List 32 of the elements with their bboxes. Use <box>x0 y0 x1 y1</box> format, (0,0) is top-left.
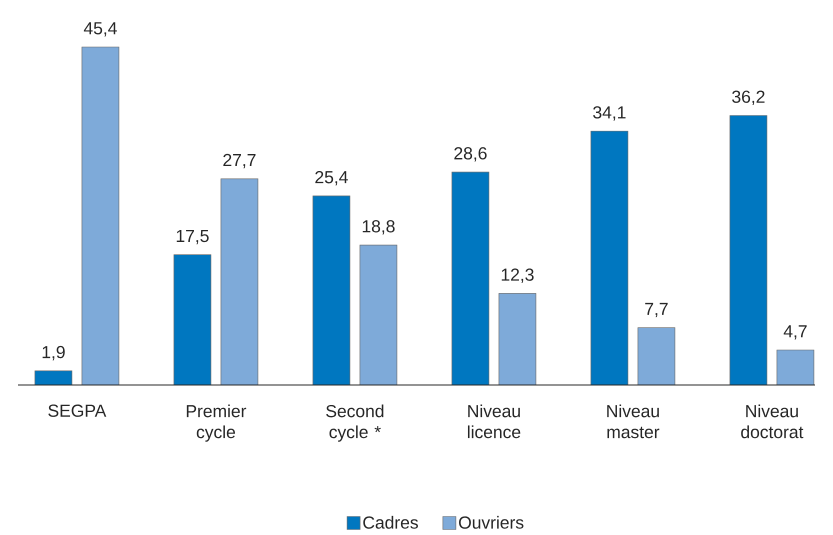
data-label: 1,9 <box>42 346 65 360</box>
bar <box>590 130 628 386</box>
x-tick-label: Second cycle * <box>326 404 384 442</box>
bar <box>776 350 814 386</box>
data-label: 4,7 <box>784 325 807 340</box>
data-label: 45,4 <box>84 22 117 36</box>
data-label: 18,8 <box>362 220 395 235</box>
data-label: 34,1 <box>593 106 626 121</box>
legend-label: Cadres <box>363 516 418 529</box>
data-label: 28,6 <box>454 147 487 162</box>
bar <box>730 115 768 386</box>
bar <box>452 172 490 386</box>
x-tick-label: Premier cycle <box>186 404 246 442</box>
bar <box>82 46 120 386</box>
bar <box>360 244 398 386</box>
x-tick-label: Niveau licence <box>468 404 520 438</box>
data-label: 12,3 <box>502 268 534 283</box>
x-tick-label: Niveau doctorat <box>741 404 804 438</box>
data-label: 36,2 <box>732 90 765 105</box>
bar <box>312 196 350 386</box>
data-label: 17,5 <box>176 230 209 244</box>
bar <box>498 293 536 386</box>
bar <box>174 254 212 386</box>
x-tick-label: Niveau master <box>607 404 660 438</box>
bar <box>34 370 72 386</box>
bar <box>638 327 676 386</box>
data-label: 27,7 <box>223 154 256 168</box>
bar <box>220 178 258 386</box>
data-label: 25,4 <box>315 170 348 186</box>
legend-label: Ouvriers <box>459 516 524 529</box>
data-label: 7,7 <box>645 302 668 318</box>
x-tick-label: SEGPA <box>48 404 106 417</box>
